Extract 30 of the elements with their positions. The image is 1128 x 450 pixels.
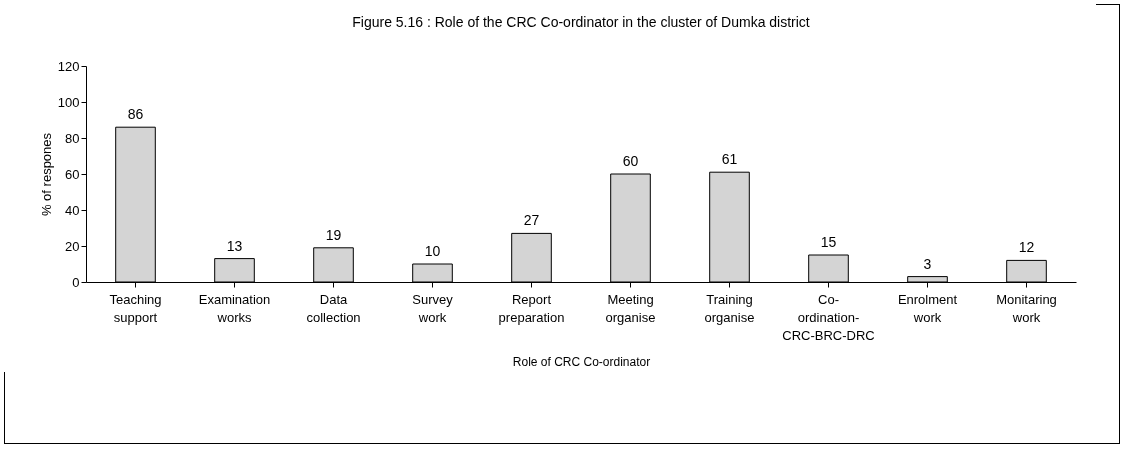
x-tick-label: Data collection [306,291,361,325]
data-label: 10 [424,243,441,259]
data-label: 27 [523,212,540,229]
x-axis-title: Role of CRC Co-ordinator [512,354,651,369]
data-label: 15 [820,234,837,250]
data-label: 12 [1018,239,1035,256]
x-tick-label: Co-ordination-CRC-BRC-DRC [782,291,875,343]
data-label: 3 [923,255,932,272]
data-label: 61 [721,151,738,168]
y-tick-label: 20 [65,238,80,254]
x-tick-label: Teaching support [109,291,162,325]
y-axis-title: % of respones [38,132,54,217]
x-tick-label: Monitaring work [996,291,1057,325]
y-tick-label: 60 [65,166,80,182]
x-tick-label: Training organise [704,291,755,325]
x-tick-label: Examination works [198,291,271,325]
y-tick-label: 40 [65,202,80,218]
data-label: 13 [226,237,243,254]
x-tick-label: Meeting organise [605,291,656,325]
x-tick-label: Enrolment work [897,291,958,325]
data-label: 60 [622,153,639,169]
x-tick-label: Survey work [412,291,454,325]
y-tick-label: 120 [57,58,80,74]
data-label: 86 [127,106,144,123]
y-tick-label: 80 [65,130,80,146]
x-tick-label: Report preparation [498,291,565,325]
y-tick-label: 100 [57,94,80,110]
y-tick-label: 0 [72,274,80,290]
chart-title: Figure 5.16 : Role of the CRC Co-ordinator in the cluster of Dumka district [352,14,810,30]
data-label: 19 [325,226,342,243]
